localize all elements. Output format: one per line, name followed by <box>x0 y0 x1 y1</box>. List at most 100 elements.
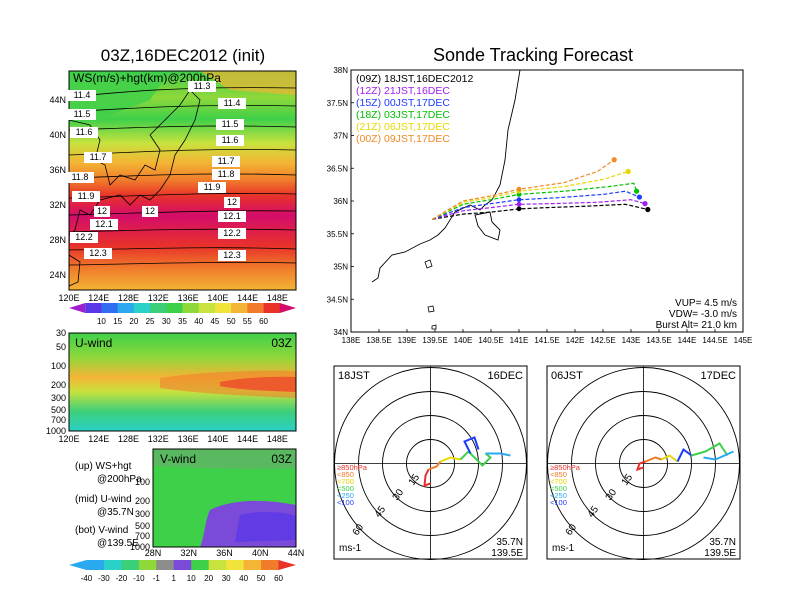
ws-y-tick-label: 36N <box>49 165 66 175</box>
ws-contour-label-box <box>218 228 246 239</box>
ws-map-green-blob <box>69 71 170 120</box>
track-x-tick-label: 144E <box>678 336 697 345</box>
note-mid-line2: @35.7N <box>97 507 134 518</box>
v-colorbar-swatch <box>86 560 105 570</box>
track-y-tick-label: 34.5N <box>327 295 349 304</box>
hodograph-trace <box>485 452 511 457</box>
ws-contour-label: 11.5 <box>74 109 91 119</box>
ws-x-tick-label: 136E <box>178 293 199 303</box>
ws-contour-label: 11.6 <box>222 135 239 145</box>
v-colorbar: -40 -30 -20 -10 -1 1 10 20 30 40 50 60 <box>69 560 296 583</box>
ws-map-coastline <box>68 89 201 236</box>
track-island-3 <box>431 324 437 330</box>
ws-contour-label: 12 <box>227 197 237 207</box>
ws-contour-label-box <box>212 156 240 167</box>
ws-contour-label-box <box>224 197 240 208</box>
ws-colorbar-swatch <box>69 303 86 313</box>
ws-contour-label: 12.2 <box>75 232 93 242</box>
ws-contour-label: 11.5 <box>222 119 239 129</box>
ws-contour-label: 11.9 <box>204 182 221 192</box>
hodograph-legend-entry: <850 <box>550 470 567 479</box>
v-colorbar-swatch <box>278 560 296 570</box>
track-y-tick-label: 35.5N <box>327 230 349 239</box>
u-x-tick-label: 132E <box>148 434 169 444</box>
track-legend: (09Z) 18JST,16DEC2012(12Z) 21JST,16DEC(1… <box>356 73 473 145</box>
track-landing-marker <box>516 186 522 192</box>
ws-colorbar-swatch <box>231 303 248 313</box>
u-x-tick-label: 120E <box>58 434 79 444</box>
hodograph-trace <box>423 469 431 487</box>
v-colorbar-swatch <box>121 560 140 570</box>
ws-colorbar-swatch <box>182 303 200 313</box>
v-wind-panel: V-wind 03Z 28N 32N 36N 40N 44N 100 200 300 5007… <box>69 448 304 583</box>
hodograph-location-lon: 139.5E <box>704 548 736 559</box>
v-y-tick-label: 1000 <box>130 542 150 552</box>
track-burst-point <box>625 168 631 175</box>
ws-contour-label: 11.7 <box>90 152 107 162</box>
ws-x-tick-label: 148E <box>267 293 288 303</box>
track-x-tick-label: 140E <box>454 336 473 345</box>
u-x-tick-label: 148E <box>267 434 288 444</box>
track-x-tick-label: 141E <box>510 336 529 345</box>
track-burst-point <box>645 206 651 213</box>
v-colorbar-swatch <box>226 560 245 570</box>
track-series-line <box>431 182 638 220</box>
v-colorbar-swatch <box>138 560 157 570</box>
v-colorbar-swatch <box>173 560 192 570</box>
v-colorbar-tick: -10 <box>133 574 145 583</box>
track-series-line <box>432 199 646 220</box>
ws-colorbar-swatch <box>101 303 119 313</box>
track-burst-point <box>642 201 648 207</box>
ws-contour-label-box <box>66 172 94 183</box>
v-colorbar-tick: -20 <box>116 574 128 583</box>
u-y-tick-label: 300 <box>51 393 66 403</box>
hodograph-title: 18JST <box>338 370 370 382</box>
v-wind-time: 03Z <box>271 452 292 466</box>
track-lines <box>431 157 651 220</box>
hodograph-trace <box>459 450 492 467</box>
ws-colorbar-swatch <box>279 303 296 313</box>
ws-contour-label: 11.7 <box>218 156 235 166</box>
ws-contour-label-box <box>216 119 244 130</box>
hodograph-18jst: 18JST 16DEC15304560≥850hPa<850<700<500<25… <box>333 365 528 560</box>
ws-y-tick-label: 44N <box>49 95 66 105</box>
ws-contour-label-box <box>142 206 158 217</box>
v-colorbar-tick: 20 <box>204 574 213 583</box>
ws-colorbar-tick: 40 <box>194 317 203 326</box>
hodograph-trace <box>661 454 679 463</box>
hodograph-trace <box>428 460 442 471</box>
ws-contour-label-box <box>70 232 98 243</box>
ws-contour-label-box <box>94 206 110 217</box>
u-x-tick-label: 136E <box>178 434 199 444</box>
track-x-tick-label: 142.5E <box>590 336 615 345</box>
u-x-tick-label: 128E <box>118 434 139 444</box>
hodograph-06jst: 06JST 17DEC15304560≥850hPa<850<700<500<25… <box>546 365 741 560</box>
v-colorbar-tick: 1 <box>172 574 177 583</box>
track-y-tick-label: 36.5N <box>327 164 349 173</box>
ws-colorbar-tick: 60 <box>259 317 268 326</box>
panel-notes: (up) WS+hgt @200hPa (mid) U-wind @35.7N … <box>75 461 142 549</box>
ws-map-title: WS(m/s)+hgt(km)@200hPa <box>73 71 221 85</box>
v-y-tick-label: 300 <box>135 509 150 519</box>
hodograph-legend-entry: <250 <box>337 491 354 500</box>
v-colorbar-tick: 50 <box>257 574 266 583</box>
track-landing-marker <box>516 206 522 212</box>
hodograph-trace <box>635 460 646 472</box>
v-colorbar-tick: 40 <box>239 574 248 583</box>
ws-y-tick-label: 28N <box>49 235 66 245</box>
track-coastline-bay <box>474 211 501 241</box>
ws-colorbar-tick: 30 <box>162 317 171 326</box>
v-colorbar-swatch <box>103 560 122 570</box>
ws-contour-label-box <box>216 135 244 146</box>
u-wind-panel: U-wind 03Z 120E 124E 128E 132E 136E 140E 144E 1… <box>46 328 297 444</box>
track-x-tick-label: 143.5E <box>646 336 671 345</box>
track-x-tick-label: 141.5E <box>534 336 559 345</box>
ws-colorbar-swatch <box>117 303 135 313</box>
track-y-tick-label: 37N <box>333 132 348 141</box>
note-bot-line2: @139.5E <box>97 538 139 549</box>
track-y-tick-label: 38N <box>333 66 348 75</box>
hodograph-legend-entry: <700 <box>550 477 567 486</box>
